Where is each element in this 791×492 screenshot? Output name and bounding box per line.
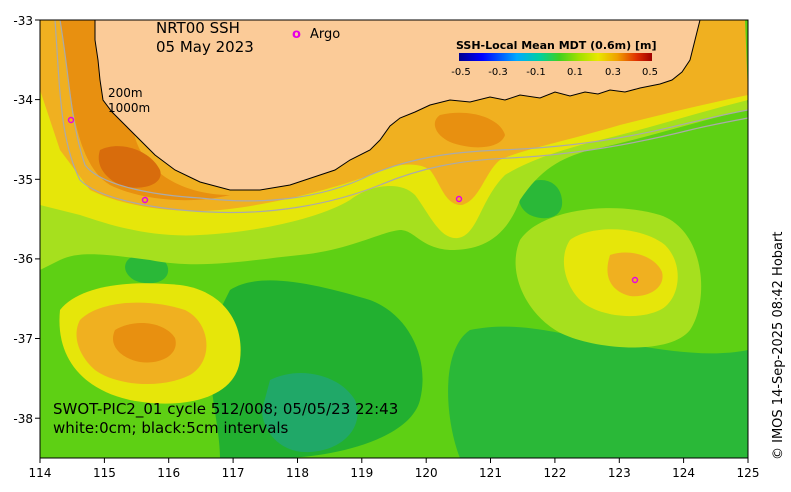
x-tick-label: 116 xyxy=(157,466,180,480)
y-tick-label: -37 xyxy=(13,332,33,346)
argo-float xyxy=(631,276,639,284)
isobath-1000m xyxy=(54,20,748,214)
colorbar-tick-label: 0.5 xyxy=(642,67,658,78)
y-tick-label: -35 xyxy=(13,173,33,187)
ssh-contour-dark-green xyxy=(125,254,169,284)
copyright-notice: © IMOS 14-Sep-2025 08:42 Hobart xyxy=(771,232,786,460)
map-plot-area xyxy=(40,20,748,458)
ssh-eddy-warm-east-center xyxy=(607,252,663,297)
ssh-contour-teal xyxy=(262,372,358,453)
ssh-contour-orange-dark xyxy=(434,112,505,148)
x-tick-label: 122 xyxy=(543,466,566,480)
ssh-contour-red-orange xyxy=(98,146,161,188)
map-title-line2: 05 May 2023 xyxy=(156,38,254,56)
x-tick-label: 123 xyxy=(608,466,631,480)
colorbar: SSH-Local Mean MDT (0.6m) [m] -0.5 -0.3 … xyxy=(451,39,658,78)
colorbar-tick-label: -0.1 xyxy=(526,67,546,78)
x-tick-label: 124 xyxy=(672,466,695,480)
argo-float xyxy=(67,116,75,124)
x-axis xyxy=(39,458,749,463)
colorbar-tick-label: -0.3 xyxy=(488,67,508,78)
x-tick-label: 118 xyxy=(286,466,309,480)
colorbar-tick-label: 0.3 xyxy=(605,67,621,78)
y-tick-labels: -33 -34 -35 -36 -37 -38 xyxy=(13,14,33,426)
y-tick-label: -36 xyxy=(13,252,33,266)
y-tick-label: -33 xyxy=(13,14,33,28)
argo-float xyxy=(141,196,149,204)
isobath-label-200m: 200m xyxy=(108,86,143,100)
ssh-contour-dark-green xyxy=(448,326,748,458)
colorbar-tick-label: -0.5 xyxy=(451,67,471,78)
colorbar-tick-label: 0.1 xyxy=(567,67,583,78)
ssh-eddy-warm-west-center xyxy=(112,323,176,363)
swot-pass-info: SWOT-PIC2_01 cycle 512/008; 05/05/23 22:… xyxy=(53,400,398,419)
y-tick-label: -34 xyxy=(13,93,33,107)
x-tick-label: 117 xyxy=(222,466,245,480)
x-tick-labels: 114 115 116 117 118 119 120 121 122 123 … xyxy=(29,466,760,480)
colorbar-gradient xyxy=(459,53,652,61)
map-frame xyxy=(39,19,749,459)
colorbar-title: SSH-Local Mean MDT (0.6m) [m] xyxy=(456,39,656,52)
y-axis xyxy=(35,19,40,419)
ssh-contour-dark-green xyxy=(518,180,563,219)
y-tick-label: -38 xyxy=(13,412,33,426)
argo-legend-symbol: o xyxy=(292,27,301,42)
x-tick-label: 114 xyxy=(29,466,52,480)
x-tick-label: 119 xyxy=(350,466,373,480)
x-tick-label: 121 xyxy=(479,466,502,480)
x-tick-label: 115 xyxy=(93,466,116,480)
argo-float xyxy=(455,195,463,203)
argo-floats xyxy=(67,116,639,284)
contour-interval-info: white:0cm; black:5cm intervals xyxy=(53,419,289,437)
isobath-200m xyxy=(59,20,748,202)
argo-legend-label: Argo xyxy=(310,27,340,42)
x-tick-label: 120 xyxy=(415,466,438,480)
land-mass xyxy=(60,20,701,191)
x-tick-label: 125 xyxy=(737,466,760,480)
isobath-label-1000m: 1000m xyxy=(108,101,150,115)
map-title-line1: NRT00 SSH xyxy=(156,19,240,37)
